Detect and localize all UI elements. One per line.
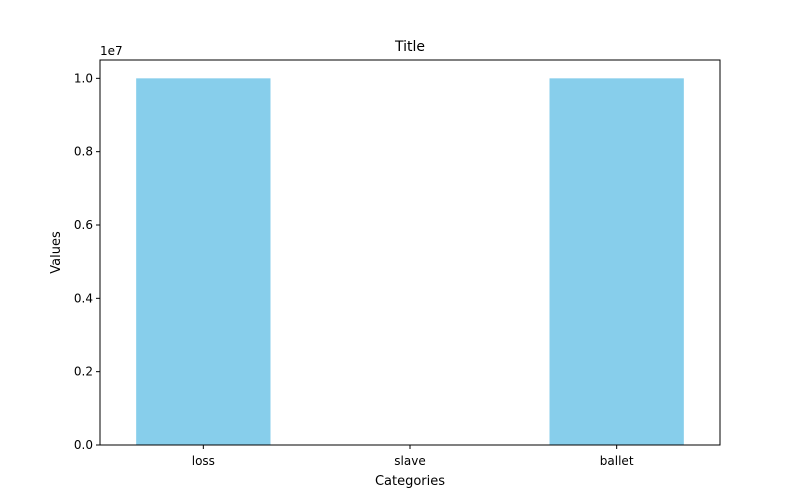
x-ticks-group: loss slave ballet — [192, 445, 634, 468]
y-ticks-group: 0.0 0.2 0.4 0.6 0.8 1.0 — [74, 71, 100, 452]
y-tick-label: 0.2 — [74, 365, 93, 379]
x-axis-label: Categories — [375, 474, 445, 489]
bar-loss — [136, 78, 271, 445]
bars-group — [136, 78, 684, 445]
x-tick-label: loss — [192, 454, 215, 468]
bar-ballet — [549, 78, 684, 445]
y-axis-label: Values — [49, 231, 64, 274]
x-tick-label: slave — [394, 454, 425, 468]
y-tick-label: 0.6 — [74, 218, 93, 232]
y-tick-label: 0.8 — [74, 145, 93, 159]
x-tick-label: ballet — [600, 454, 634, 468]
plot-frame — [99, 59, 721, 446]
y-tick-label: 0.4 — [74, 291, 93, 305]
chart-title: Title — [394, 39, 425, 55]
y-tick-label: 0.0 — [74, 438, 93, 452]
y-offset-label: 1e7 — [100, 44, 123, 58]
y-tick-label: 1.0 — [74, 71, 93, 85]
